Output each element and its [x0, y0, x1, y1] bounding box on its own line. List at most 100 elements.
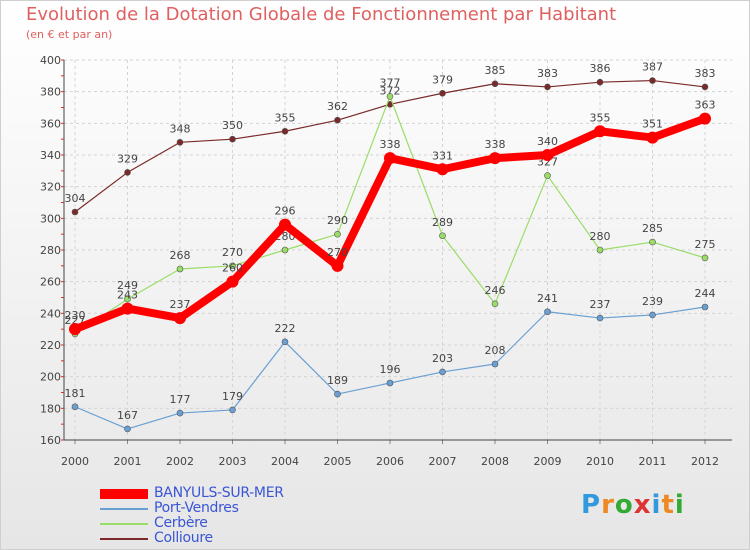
- data-point: [279, 218, 291, 231]
- data-point: [596, 314, 604, 322]
- data-point: [331, 259, 344, 272]
- data-label: 268: [170, 249, 191, 262]
- legend-label-banyuls: BANYULS-SUR-MER: [154, 485, 284, 501]
- data-point: [544, 308, 551, 316]
- data-label: 237: [590, 298, 611, 311]
- data-point: [544, 83, 551, 91]
- data-label: 362: [327, 100, 348, 113]
- data-label: 208: [485, 344, 506, 357]
- data-label: 222: [275, 322, 296, 335]
- data-point: [229, 135, 236, 143]
- data-point: [701, 303, 709, 311]
- data-label: 351: [642, 118, 663, 131]
- data-label: 340: [537, 135, 558, 148]
- data-point: [174, 312, 186, 325]
- data-point: [124, 425, 131, 433]
- data-point: [281, 127, 289, 135]
- data-label: 386: [590, 62, 611, 75]
- data-label: 383: [695, 67, 716, 80]
- data-label: 338: [380, 138, 401, 151]
- data-label: 385: [485, 64, 506, 77]
- logo-letter: x: [633, 490, 652, 520]
- y-tick-label: 180: [40, 402, 61, 415]
- data-point: [121, 302, 134, 315]
- y-tick-label: 320: [40, 181, 61, 194]
- y-tick-label: 240: [40, 307, 61, 320]
- legend-swatch-collioure: [100, 538, 148, 540]
- data-point: [176, 265, 184, 273]
- logo-letter: P: [581, 490, 602, 520]
- data-label: 387: [642, 61, 663, 74]
- x-tick-label: 2012: [691, 455, 719, 468]
- y-tick-label: 300: [40, 212, 61, 225]
- data-label: 177: [170, 393, 191, 406]
- logo-letter: t: [661, 490, 675, 520]
- legend-swatch-cerbere: [100, 523, 148, 525]
- data-label: 181: [65, 387, 86, 400]
- data-point: [124, 295, 131, 303]
- data-point: [226, 275, 239, 288]
- x-tick-label: 2009: [534, 455, 562, 468]
- data-label: 289: [432, 216, 453, 229]
- x-tick-label: 2006: [376, 455, 404, 468]
- data-label: 379: [432, 73, 453, 86]
- y-tick-label: 360: [40, 117, 61, 130]
- data-point: [386, 93, 394, 100]
- data-point: [541, 149, 554, 161]
- data-point: [229, 406, 236, 414]
- data-label: 244: [695, 287, 716, 300]
- data-label: 280: [590, 230, 611, 243]
- data-point: [701, 254, 709, 262]
- legend-swatch-port-vendres: [100, 508, 148, 510]
- data-point: [436, 163, 449, 176]
- data-label: 285: [642, 222, 663, 235]
- data-point: [439, 368, 446, 376]
- y-tick-label: 260: [40, 276, 61, 289]
- data-point: [176, 409, 184, 417]
- logo-letter: o: [614, 490, 634, 520]
- data-point: [646, 131, 659, 144]
- chart-subtitle: (en € et par an): [26, 28, 113, 41]
- x-tick-label: 2004: [271, 455, 299, 468]
- data-point: [649, 238, 656, 246]
- data-label: 241: [537, 292, 558, 305]
- data-label: 350: [222, 119, 243, 132]
- data-point: [439, 89, 446, 97]
- data-point: [71, 403, 79, 411]
- logo-letter: r: [601, 490, 615, 520]
- chart-title: Evolution de la Dotation Globale de Fonc…: [26, 4, 617, 25]
- data-label: 260: [222, 262, 243, 275]
- data-label: 331: [432, 149, 453, 162]
- data-label: 296: [275, 205, 296, 218]
- data-label: 167: [117, 409, 138, 422]
- data-point: [334, 390, 341, 398]
- data-point: [386, 379, 394, 387]
- data-point: [176, 139, 184, 146]
- logo-letter: i: [651, 490, 662, 520]
- y-tick-label: 220: [40, 339, 61, 352]
- data-point: [384, 152, 396, 165]
- y-tick-label: 340: [40, 149, 61, 162]
- data-label: 243: [117, 289, 138, 302]
- data-label: 383: [537, 67, 558, 80]
- data-label: 189: [327, 374, 348, 387]
- data-point: [596, 246, 604, 254]
- data-label: 237: [170, 298, 191, 311]
- data-point: [649, 77, 656, 84]
- y-tick-label: 280: [40, 244, 61, 257]
- data-point: [69, 323, 81, 336]
- data-label: 196: [380, 363, 401, 376]
- x-tick-label: 2005: [324, 455, 352, 468]
- y-tick-label: 200: [40, 371, 61, 384]
- data-point: [281, 246, 289, 254]
- y-tick-label: 380: [40, 86, 61, 99]
- data-point: [544, 172, 551, 179]
- data-label: 290: [327, 214, 348, 227]
- x-tick-label: 2011: [639, 455, 667, 468]
- data-point: [649, 311, 656, 319]
- proxiti-logo: Proxiti: [581, 490, 685, 520]
- legend-label-collioure: Collioure: [154, 530, 213, 546]
- data-point: [491, 360, 499, 368]
- data-point: [491, 300, 499, 308]
